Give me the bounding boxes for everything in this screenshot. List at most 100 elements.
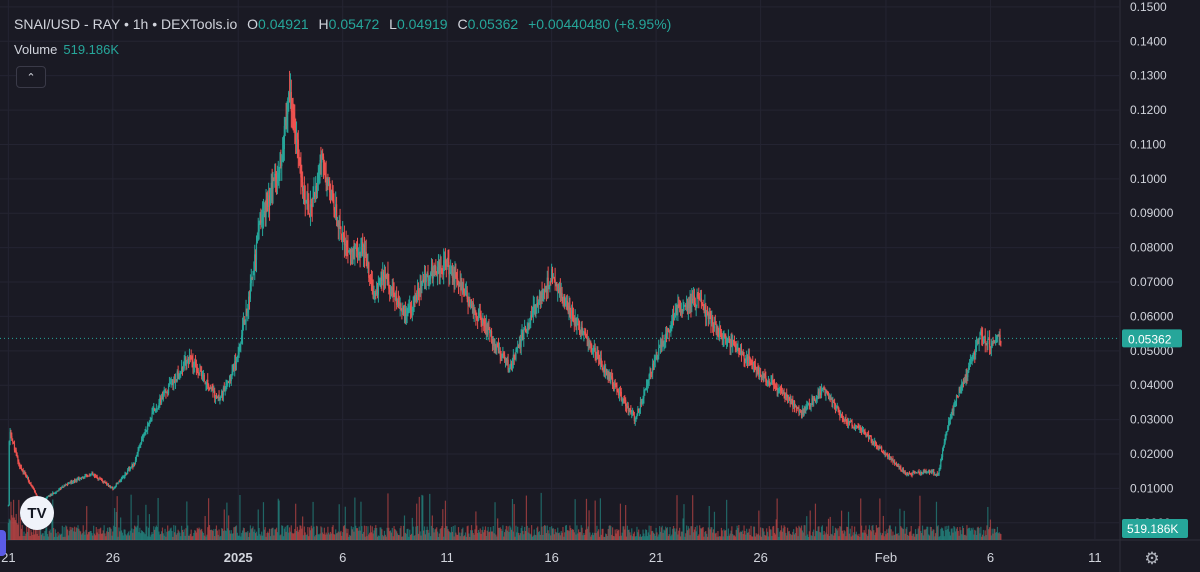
candle-body <box>224 390 226 392</box>
volume-bar <box>534 534 536 540</box>
candle-body <box>78 478 80 481</box>
volume-bar <box>497 518 499 540</box>
candle-body <box>953 403 955 411</box>
volume-bar <box>408 536 410 540</box>
volume-bar <box>840 510 843 540</box>
time-tick-label: Feb <box>875 550 897 565</box>
candle-body <box>347 247 349 252</box>
candle-body <box>92 473 94 476</box>
volume-bar <box>608 525 610 540</box>
candle-body <box>995 338 998 340</box>
candle-body <box>630 410 632 415</box>
low-label: L <box>389 16 397 32</box>
candle-body <box>543 289 545 296</box>
volume-bar <box>934 536 936 540</box>
candle-body <box>223 387 225 392</box>
volume-bar <box>839 526 841 540</box>
volume-bar <box>982 534 984 540</box>
volume-bar <box>943 536 945 540</box>
volume-bar <box>936 526 938 540</box>
candle-body <box>958 388 960 397</box>
volume-bar <box>652 532 655 540</box>
volume-bar <box>294 528 296 540</box>
volume-bar <box>68 530 70 540</box>
volume-bar <box>23 531 25 540</box>
candle-body <box>617 391 619 393</box>
candle-body <box>451 265 453 278</box>
candle-body <box>217 395 219 399</box>
candle-body <box>537 303 539 306</box>
tradingview-logo[interactable]: TV <box>20 496 54 530</box>
candle-body <box>913 472 915 474</box>
candle-body <box>359 252 361 258</box>
settings-gear-icon[interactable]: ⚙ <box>1144 549 1160 568</box>
volume-bar <box>964 534 966 540</box>
price-tick-label: 0.07000 <box>1130 275 1174 289</box>
volume-bar <box>555 531 557 540</box>
volume-bar <box>414 535 416 540</box>
candle-body <box>618 391 620 396</box>
candle-body <box>113 487 115 489</box>
candle-body <box>156 408 158 410</box>
volume-bar <box>333 534 335 540</box>
volume-bar <box>337 531 339 540</box>
volume-bar <box>349 534 351 540</box>
candle-body <box>8 441 10 506</box>
volume-bar <box>256 535 258 540</box>
candle-body <box>299 158 301 165</box>
volume-bar <box>879 498 881 540</box>
volume-bar <box>19 536 21 540</box>
candle-body <box>540 292 542 302</box>
volume-bar <box>768 526 770 540</box>
volume-bar <box>535 535 537 540</box>
volume-bar <box>931 531 933 540</box>
volume-bar <box>323 527 326 540</box>
volume-bar <box>140 530 143 540</box>
candle-body <box>753 362 756 366</box>
side-panel-toggle[interactable] <box>0 530 6 556</box>
volume-bar <box>611 527 614 540</box>
candle-body <box>345 244 347 246</box>
candle-body <box>429 275 431 279</box>
candle-body <box>30 483 32 486</box>
volume-bar <box>300 525 302 540</box>
candle-body <box>934 474 936 476</box>
candle-body <box>51 494 53 496</box>
candle-body <box>597 351 599 356</box>
candle-body <box>396 301 399 305</box>
volume-bar <box>237 535 239 540</box>
volume-bar <box>240 536 242 540</box>
candle-body <box>677 304 679 316</box>
candle-body <box>149 420 151 422</box>
volume-bar <box>693 529 696 540</box>
candle-body <box>962 382 965 384</box>
volume-bar <box>511 498 514 540</box>
volume-bar <box>510 529 513 540</box>
candle-body <box>524 327 527 332</box>
volume-bar <box>516 532 518 540</box>
candle-body <box>784 394 786 397</box>
volume-bar <box>962 528 965 540</box>
candle-body <box>998 334 1000 337</box>
volume-bar <box>230 530 232 540</box>
candle-body <box>682 309 684 313</box>
collapse-legend-button[interactable]: ⌃ <box>16 66 46 88</box>
candle-body <box>929 471 931 473</box>
candle-body <box>261 215 264 223</box>
candle-body <box>450 265 453 272</box>
candle-body <box>975 345 977 355</box>
volume-bar <box>981 536 983 540</box>
volume-bar <box>324 534 326 540</box>
volume-bar <box>791 535 793 540</box>
candle-body <box>689 299 691 309</box>
candle-body <box>679 304 681 307</box>
candle-body <box>107 484 109 486</box>
candle-body <box>342 232 344 243</box>
candle-body <box>972 354 974 356</box>
volume-bar <box>877 527 879 540</box>
volume-bar <box>356 528 358 540</box>
volume-bar <box>451 531 453 540</box>
high-value: 0.05472 <box>328 16 380 32</box>
candle-body <box>497 345 500 354</box>
